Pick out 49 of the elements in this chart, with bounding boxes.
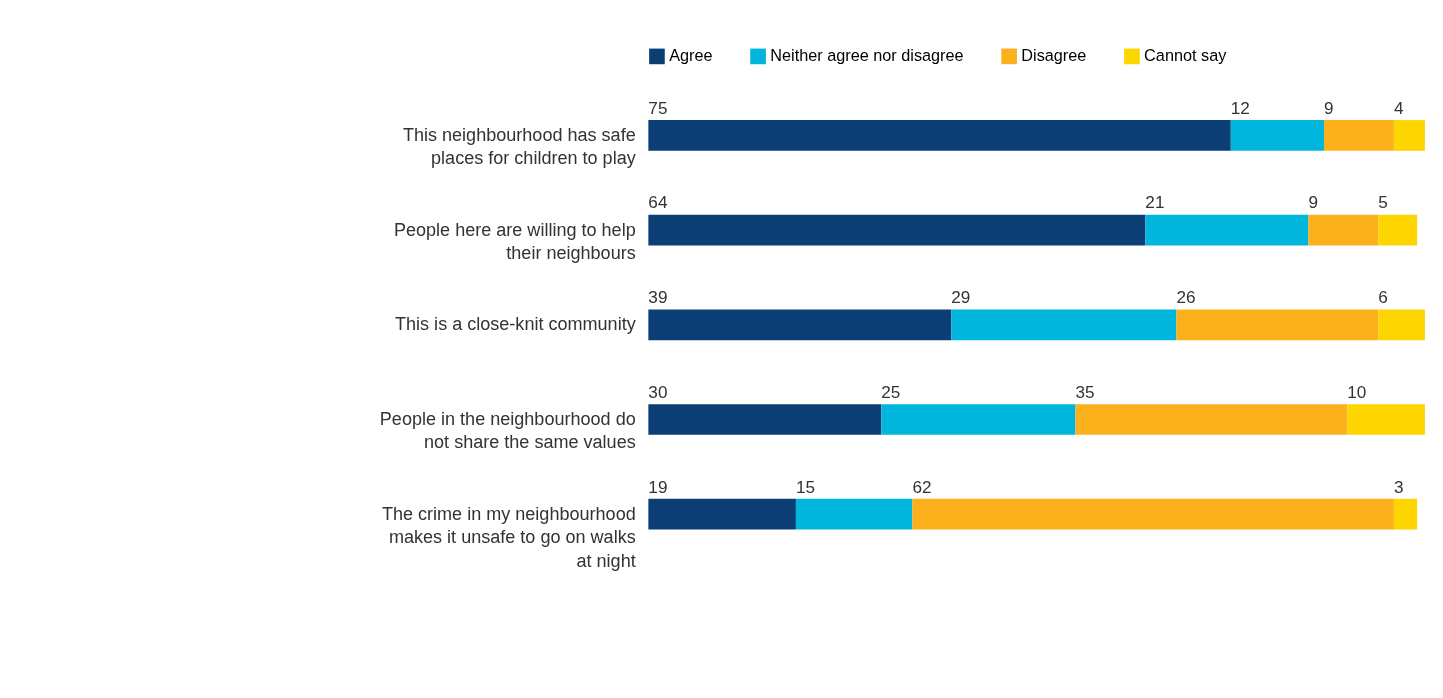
- data-label: 15: [795, 476, 815, 497]
- y-tick-label: People in the neighbourhood do not share the same values: [379, 408, 636, 453]
- data-label: 30: [648, 381, 668, 402]
- bar: [648, 404, 882, 435]
- data-label: 12: [1230, 97, 1250, 118]
- data-label: 10: [1347, 381, 1367, 402]
- legend-label: Disagree: [1021, 45, 1087, 64]
- data-label: 19: [648, 476, 668, 497]
- y-tick-label: The crime in my neighbourhood makes it unsafe to go on walks at night: [381, 503, 636, 571]
- bar: [1378, 309, 1425, 341]
- bar: [1393, 120, 1425, 151]
- legend-label: Cannot say: [1144, 45, 1228, 64]
- data-label: 26: [1176, 287, 1196, 308]
- bar: [648, 498, 796, 530]
- y-tick-label: This is a close-knit community: [395, 314, 636, 335]
- legend-label: Agree: [669, 45, 713, 64]
- bar: [1323, 120, 1394, 151]
- data-label: 21: [1145, 192, 1165, 213]
- data-label: 29: [951, 287, 971, 308]
- data-label: 5: [1378, 192, 1388, 213]
- bar: [1230, 120, 1324, 151]
- bar: [1378, 214, 1418, 246]
- data-label: 39: [648, 287, 668, 308]
- bar: [1145, 214, 1309, 246]
- bar: [1347, 404, 1425, 435]
- bar: [1393, 498, 1418, 530]
- bar: [912, 498, 1394, 530]
- bar: [648, 120, 1231, 151]
- data-label: 3: [1393, 476, 1404, 497]
- y-tick-label: People here are willing to help their neighbours: [393, 219, 636, 264]
- data-label: 35: [1075, 381, 1095, 402]
- data-label: 62: [912, 476, 932, 497]
- bar: [648, 214, 1146, 246]
- data-label: 64: [648, 192, 668, 213]
- data-label: 6: [1378, 287, 1388, 308]
- data-label: 9: [1323, 97, 1334, 118]
- data-label: 75: [648, 97, 668, 118]
- data-label: 4: [1393, 97, 1404, 118]
- bar: [951, 309, 1177, 341]
- data-label: 9: [1308, 192, 1318, 213]
- legend-label: Neither agree nor disagree: [770, 45, 964, 64]
- y-tick-label: This neighbourhood has safe places for children to play: [402, 124, 636, 169]
- bar: [795, 498, 913, 530]
- bar: [881, 404, 1076, 435]
- bar: [1176, 309, 1379, 341]
- data-label: 25: [881, 381, 901, 402]
- bar: [648, 309, 952, 341]
- bar: [1075, 404, 1348, 435]
- bar: [1308, 214, 1379, 246]
